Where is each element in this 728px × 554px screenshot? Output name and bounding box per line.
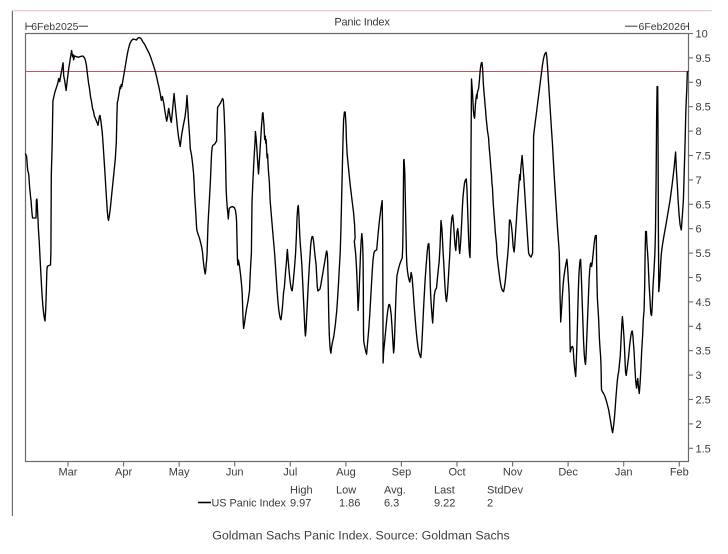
svg-text:2.5: 2.5 [696, 395, 711, 407]
svg-text:10: 10 [696, 29, 708, 41]
svg-text:Apr: Apr [115, 467, 132, 479]
svg-text:Mar: Mar [59, 467, 78, 479]
svg-text:Oct: Oct [448, 467, 465, 479]
svg-text:2: 2 [696, 419, 702, 431]
svg-text:8.5: 8.5 [696, 102, 711, 114]
svg-text:May: May [169, 467, 190, 479]
svg-text:1.5: 1.5 [696, 443, 711, 455]
svg-text:High: High [290, 485, 313, 497]
svg-text:2: 2 [487, 498, 493, 510]
svg-text:Low: Low [336, 485, 356, 497]
svg-text:1.86: 1.86 [339, 498, 360, 510]
svg-text:StdDev: StdDev [487, 485, 524, 497]
svg-text:Panic Index: Panic Index [334, 17, 390, 29]
svg-text:Jun: Jun [226, 467, 244, 479]
svg-text:Aug: Aug [336, 467, 356, 479]
svg-text:4.5: 4.5 [696, 297, 711, 309]
svg-text:Goldman Sachs Panic Index. Sou: Goldman Sachs Panic Index. Source: Goldm… [212, 529, 510, 543]
svg-text:6.5: 6.5 [696, 199, 711, 211]
svg-text:7: 7 [696, 175, 702, 187]
svg-text:5.5: 5.5 [696, 248, 711, 260]
svg-text:Jan: Jan [615, 467, 633, 479]
svg-text:6: 6 [696, 224, 702, 236]
svg-text:Nov: Nov [503, 467, 523, 479]
svg-text:Last: Last [434, 485, 455, 497]
svg-text:4: 4 [696, 321, 702, 333]
svg-text:Dec: Dec [558, 467, 578, 479]
svg-text:9.97: 9.97 [290, 498, 311, 510]
svg-text:9: 9 [696, 77, 702, 89]
svg-text:US Panic Index: US Panic Index [212, 498, 287, 510]
svg-text:3.5: 3.5 [696, 346, 711, 358]
svg-text:3: 3 [696, 370, 702, 382]
svg-text:6Feb2025: 6Feb2025 [31, 21, 78, 33]
svg-text:6.3: 6.3 [384, 498, 399, 510]
svg-text:8: 8 [696, 126, 702, 138]
svg-text:5: 5 [696, 273, 702, 285]
svg-text:Feb: Feb [670, 467, 689, 479]
svg-text:Sep: Sep [392, 467, 412, 479]
svg-text:7.5: 7.5 [696, 151, 711, 163]
svg-text:Avg.: Avg. [384, 485, 406, 497]
svg-text:Jul: Jul [283, 467, 297, 479]
svg-text:9.5: 9.5 [696, 53, 711, 65]
svg-text:9.22: 9.22 [434, 498, 455, 510]
svg-text:6Feb2026: 6Feb2026 [639, 21, 686, 33]
